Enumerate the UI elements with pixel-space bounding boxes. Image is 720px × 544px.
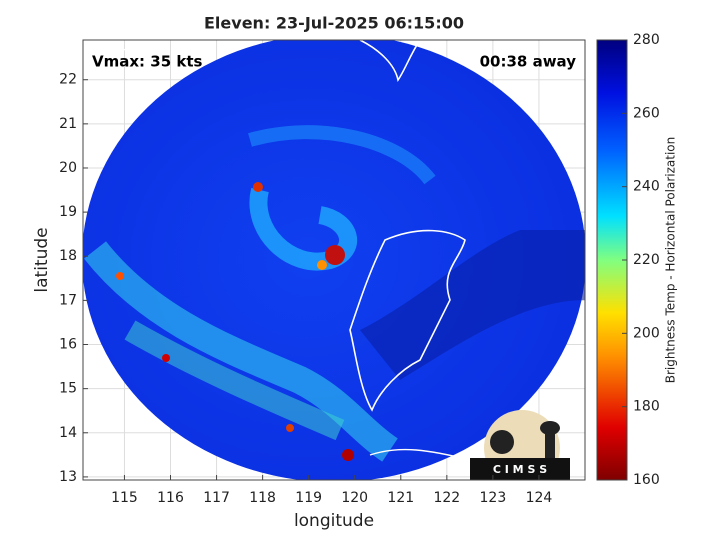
logo: C I M S S [470,410,570,480]
cell [116,272,124,280]
cell [342,449,354,461]
coastline [89,41,471,461]
colorbar-tick-label: 280 [633,32,660,48]
x-tick-label: 117 [203,490,230,506]
y-tick-label: 14 [59,425,77,441]
cold-region [360,230,585,380]
colorbar-label: Brightness Temp - Horizontal Polarizatio… [664,137,678,384]
colorbar-tick-label: 240 [633,179,660,195]
x-tick-label: 115 [111,490,138,506]
y-tick-label: 17 [59,292,77,308]
y-tick-label: 16 [59,337,77,353]
x-tick-label: 120 [341,490,368,506]
outer-band [248,125,436,185]
cell [162,354,170,362]
x-tick-label: 124 [526,490,553,506]
annotation: Vmax: 35 kts [92,53,202,71]
colorbar-tick-label: 180 [633,399,660,415]
chart-title: Eleven: 23-Jul-2025 06:15:00 [204,14,464,33]
y-tick-label: 18 [59,248,77,264]
cell [253,182,263,192]
eye-wall [317,260,327,270]
rain-band [124,320,345,441]
x-tick-label: 123 [480,490,507,506]
satellite-image: C I M S S [83,40,585,480]
colorbar-tick-label: 220 [633,252,660,268]
x-tick-label: 119 [295,490,322,506]
x-tick-label: 116 [157,490,184,506]
y-tick-label: 22 [59,72,77,88]
coastline [349,40,466,412]
x-tick-label: 118 [249,490,276,506]
colorbar-tick-label: 160 [633,472,660,488]
rain-band [83,241,399,462]
cell [286,424,294,432]
eye-wall [325,245,345,265]
plot-frame [82,39,586,481]
y-tick-label: 21 [59,116,77,132]
logo-text: C I M S S [493,463,547,476]
y-tick-label: 20 [59,160,77,176]
colorbar-tick-label: 200 [633,325,660,341]
y-tick-label: 13 [59,469,77,485]
x-axis-label: longitude [294,511,374,531]
y-tick-label: 19 [59,204,77,220]
colorbar-tick-label: 260 [633,105,660,121]
y-axis-label: latitude [32,227,52,292]
y-tick-label: 15 [59,381,77,397]
x-tick-label: 121 [387,490,414,506]
x-tick-label: 122 [433,490,460,506]
annotation: 00:38 away [480,53,577,71]
